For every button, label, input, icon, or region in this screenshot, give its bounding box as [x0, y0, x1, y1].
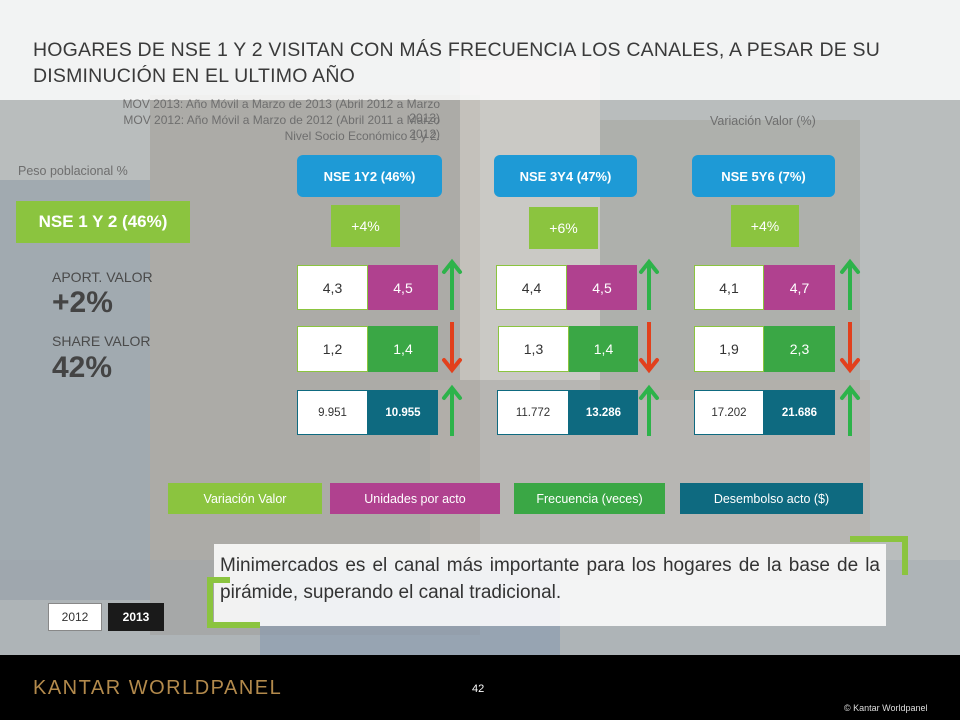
- desembolso-2012-nse-5y6: 17.202: [694, 390, 764, 435]
- legend-variacion-valor: Variación Valor: [168, 483, 322, 514]
- column-header-nse-5y6: NSE 5Y6 (7%): [692, 155, 835, 197]
- peso-poblacional-label: Peso poblacional %: [18, 164, 128, 178]
- desembolso-2012-nse-3y4: 11.772: [497, 390, 569, 435]
- unidades-2013-nse-1y2: 4,5: [368, 265, 438, 310]
- kantar-worldpanel-logo: KANTAR WORLDPANEL: [33, 677, 283, 699]
- variacion-valor-label: Variación Valor (%): [710, 114, 816, 128]
- frecuencia-2012-nse-5y6: 1,9: [694, 326, 764, 372]
- unidades-2013-nse-5y6: 4,7: [764, 265, 835, 310]
- share-valor-label: SHARE VALOR: [52, 333, 151, 349]
- arrow-up-icon: [840, 258, 860, 310]
- desembolso-2013-nse-1y2: 10.955: [368, 390, 438, 435]
- copyright-text: © Kantar Worldpanel: [844, 703, 928, 713]
- header-panel: [0, 0, 960, 100]
- aport-valor-value: +2%: [52, 286, 113, 319]
- year-2013-key: 2013: [108, 603, 164, 631]
- legend-desembolso-acto: Desembolso acto ($): [680, 483, 863, 514]
- nse-main-badge: NSE 1 Y 2 (46%): [16, 201, 190, 243]
- corner-brackets-icon: [207, 536, 908, 628]
- desembolso-2013-nse-3y4: 13.286: [569, 390, 638, 435]
- legend-unidades-por-acto: Unidades por acto: [330, 483, 500, 514]
- unidades-2012-nse-3y4: 4,4: [496, 265, 567, 310]
- arrow-up-icon: [442, 384, 462, 436]
- arrow-down-icon: [639, 322, 659, 374]
- arrow-down-icon: [840, 322, 860, 374]
- share-valor-value: 42%: [52, 351, 113, 384]
- unidades-2013-nse-3y4: 4,5: [567, 265, 637, 310]
- page-number: 42: [472, 683, 485, 695]
- arrow-up-icon: [639, 384, 659, 436]
- unidades-2012-nse-5y6: 4,1: [694, 265, 764, 310]
- arrow-up-icon: [840, 384, 860, 436]
- frecuencia-2013-nse-3y4: 1,4: [569, 326, 638, 372]
- frecuencia-2013-nse-5y6: 2,3: [764, 326, 835, 372]
- frecuencia-2012-nse-3y4: 1,3: [498, 326, 569, 372]
- slide-title: HOGARES DE NSE 1 Y 2 VISITAN CON MÁS FRE…: [33, 39, 881, 87]
- subtitle-line-1: MOV 2013: Año Móvil a Marzo de 2013 (Abr…: [122, 97, 441, 125]
- subtitle-line-2: MOV 2012: Año Móvil a Marzo de 2012 (Abr…: [123, 113, 440, 141]
- conclusion-text: Minimercados es el canal más importante …: [220, 555, 880, 603]
- variation-badge-nse-1y2: +4%: [331, 205, 400, 247]
- subtitle-line-3: Nivel Socio Económico 1 y 2.: [284, 129, 440, 143]
- variation-badge-nse-5y6: +4%: [731, 205, 799, 247]
- arrow-down-icon: [442, 322, 462, 374]
- conclusion-panel: [214, 544, 886, 626]
- frecuencia-2012-nse-1y2: 1,2: [297, 326, 368, 372]
- variation-badge-nse-3y4: +6%: [529, 207, 598, 249]
- column-header-nse-3y4: NSE 3Y4 (47%): [494, 155, 637, 197]
- year-2012-key: 2012: [48, 603, 102, 631]
- arrow-up-icon: [639, 258, 659, 310]
- column-header-nse-1y2: NSE 1Y2 (46%): [297, 155, 442, 197]
- legend-frecuencia: Frecuencia (veces): [514, 483, 665, 514]
- desembolso-2013-nse-5y6: 21.686: [764, 390, 835, 435]
- frecuencia-2013-nse-1y2: 1,4: [368, 326, 438, 372]
- desembolso-2012-nse-1y2: 9.951: [297, 390, 368, 435]
- aport-valor-label: APORT. VALOR: [52, 269, 153, 285]
- footer: KANTAR WORLDPANEL 42 © Kantar Worldpanel: [0, 655, 960, 720]
- unidades-2012-nse-1y2: 4,3: [297, 265, 368, 310]
- arrow-up-icon: [442, 258, 462, 310]
